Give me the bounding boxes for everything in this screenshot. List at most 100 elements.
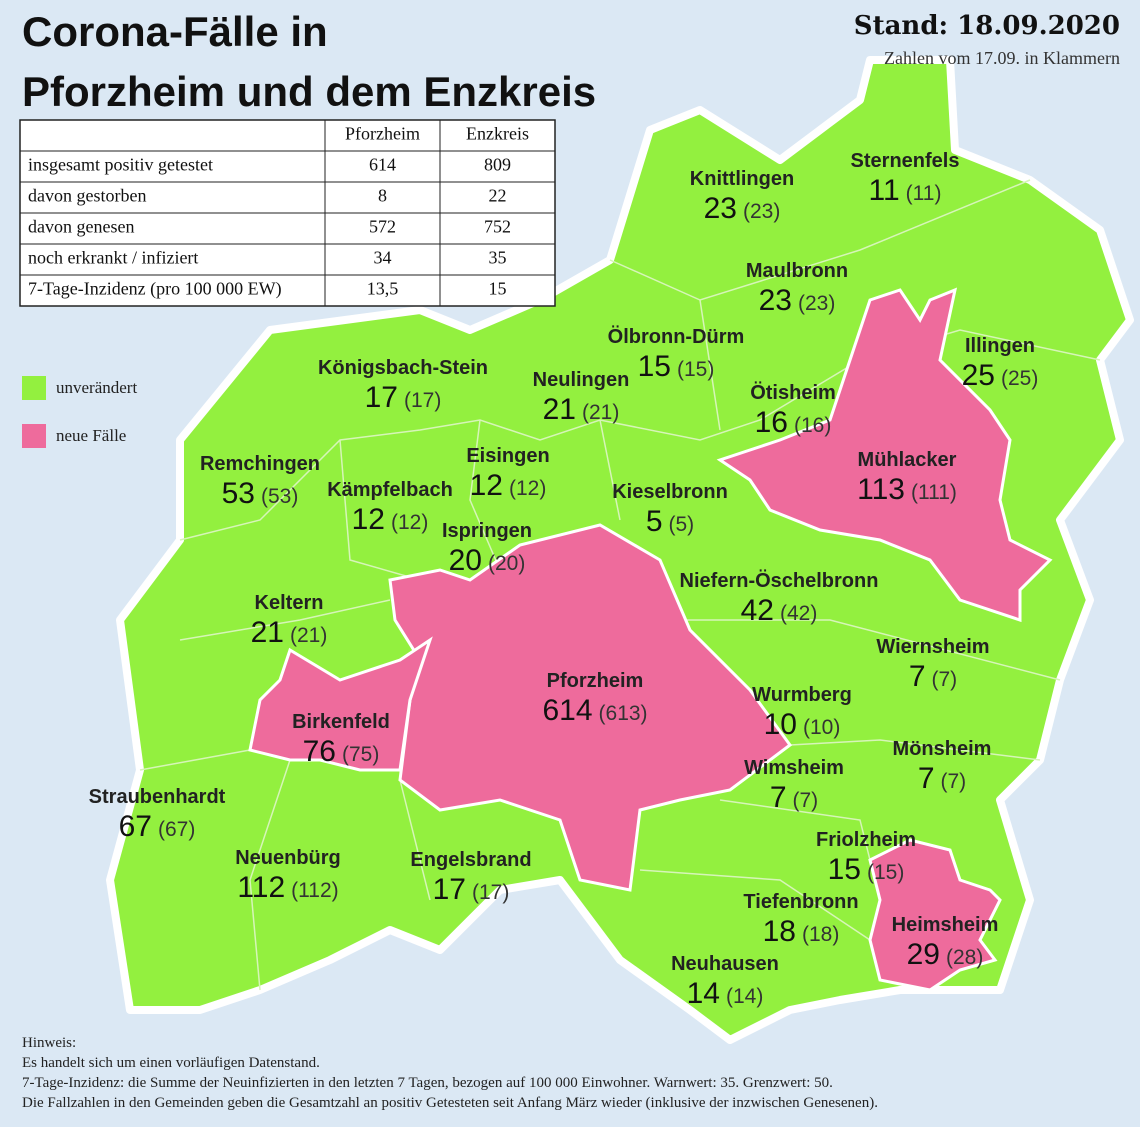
table-cell: 34: [374, 248, 392, 268]
title: Pforzheim und dem Enzkreis: [22, 68, 596, 115]
legend-swatch: [22, 376, 46, 400]
municipality-cases: 23 (23): [704, 192, 781, 225]
municipality-cases: 5 (5): [646, 505, 694, 538]
footnote-line: 7-Tage-Inzidenz: die Summe der Neuinfizi…: [22, 1075, 833, 1091]
case-count: 113: [857, 473, 905, 506]
municipality-name: Knittlingen: [690, 168, 794, 190]
table-cell: 752: [484, 217, 511, 237]
municipality-name: Tiefenbronn: [743, 891, 858, 913]
municipality-name: Heimsheim: [892, 914, 999, 936]
previous-count: (53): [261, 485, 298, 508]
case-count: 16: [755, 406, 788, 439]
previous-count: (613): [599, 702, 648, 725]
municipality-name: Neuhausen: [671, 953, 779, 975]
footnote: Hinweis: Es handelt sich um einen vorläuf…: [22, 1035, 878, 1111]
legend-label: unverändert: [56, 378, 137, 397]
table-cell: 614: [369, 155, 396, 175]
case-count: 14: [687, 977, 720, 1010]
legend-label: neue Fälle: [56, 426, 126, 445]
previous-count: (16): [794, 414, 831, 437]
municipality-name: Niefern-Öschelbronn: [680, 569, 879, 592]
table-cell: 8: [378, 186, 387, 206]
table-cell: 15: [489, 279, 507, 299]
case-count: 10: [764, 708, 797, 741]
municipality-name: Neulingen: [533, 369, 630, 391]
municipality-name: Wiernsheim: [876, 636, 989, 658]
municipality-name: Kämpfelbach: [327, 479, 453, 501]
municipality-cases: 67 (67): [119, 810, 196, 843]
municipality-name: Eisingen: [466, 445, 549, 467]
previous-count: (25): [1001, 367, 1038, 390]
table-cell: 572: [369, 217, 396, 237]
case-count: 7: [918, 762, 935, 795]
case-count: 23: [704, 192, 737, 225]
row-label: noch erkrankt / infiziert: [28, 248, 198, 268]
municipality-cases: 53 (53): [222, 477, 299, 510]
municipality-name: Neuenbürg: [235, 847, 341, 869]
municipality-cases: 17 (17): [433, 873, 510, 906]
legend-swatch: [22, 424, 46, 448]
previous-count: (15): [867, 861, 904, 884]
previous-count: (20): [488, 552, 525, 575]
case-count: 76: [303, 735, 336, 768]
previous-count: (15): [677, 358, 714, 381]
case-count: 23: [759, 284, 792, 317]
note: Zahlen vom 17.09. in Klammern: [884, 48, 1120, 68]
previous-count: (18): [802, 923, 839, 946]
municipality-name: Ispringen: [442, 520, 532, 542]
title: Corona-Fälle in: [22, 8, 328, 55]
previous-count: (28): [946, 946, 983, 969]
case-count: 5: [646, 505, 663, 538]
previous-count: (111): [911, 481, 957, 504]
case-count: 25: [962, 359, 995, 392]
previous-count: (7): [941, 770, 967, 793]
municipality-cases: 23 (23): [759, 284, 836, 317]
municipality-name: Remchingen: [200, 453, 320, 475]
municipality-cases: 21 (21): [543, 393, 620, 426]
municipality-cases: 29 (28): [907, 938, 984, 971]
case-count: 67: [119, 810, 152, 843]
municipality-cases: 12 (12): [352, 503, 429, 536]
municipality-cases: 7 (7): [770, 781, 818, 814]
date: Stand: 18.09.2020: [854, 11, 1120, 41]
table-header: Pforzheim: [345, 124, 420, 144]
previous-count: (23): [743, 200, 780, 223]
previous-count: (10): [803, 716, 840, 739]
municipality-cases: 16 (16): [755, 406, 832, 439]
municipality-cases: 25 (25): [962, 359, 1039, 392]
previous-count: (12): [391, 511, 428, 534]
case-count: 21: [251, 616, 284, 649]
municipality-name: Straubenhardt: [89, 786, 226, 808]
previous-count: (17): [472, 881, 509, 904]
municipality-cases: 15 (15): [638, 350, 715, 383]
area-new-cases: [248, 636, 433, 772]
municipality-name: Sternenfels: [851, 150, 960, 172]
row-label: davon genesen: [28, 217, 134, 237]
case-count: 20: [449, 544, 482, 577]
previous-count: (7): [793, 789, 819, 812]
previous-count: (75): [342, 743, 379, 766]
municipality-name: Kieselbronn: [612, 481, 728, 503]
case-count: 53: [222, 477, 255, 510]
previous-count: (21): [582, 401, 619, 424]
municipality-cases: 614 (613): [542, 694, 647, 727]
table-cell: 22: [489, 186, 507, 206]
row-label: 7-Tage-Inzidenz (pro 100 000 EW): [28, 279, 282, 300]
footnote-line: Es handelt sich um einen vorläufigen Dat…: [22, 1055, 320, 1071]
municipality-name: Illingen: [965, 335, 1035, 357]
table-cell: 35: [489, 248, 507, 268]
municipality-name: Pforzheim: [547, 670, 644, 692]
municipality-name: Ötisheim: [750, 381, 836, 404]
previous-count: (17): [404, 389, 441, 412]
municipality-cases: 76 (75): [303, 735, 380, 768]
footnote-line: Hinweis:: [22, 1035, 76, 1051]
municipality-cases: 42 (42): [741, 594, 818, 627]
case-count: 29: [907, 938, 940, 971]
area-new-cases: [868, 838, 1002, 992]
area-new-cases: [716, 287, 1053, 623]
municipality-name: Maulbronn: [746, 260, 848, 282]
case-count: 42: [741, 594, 774, 627]
previous-count: (42): [780, 602, 817, 625]
